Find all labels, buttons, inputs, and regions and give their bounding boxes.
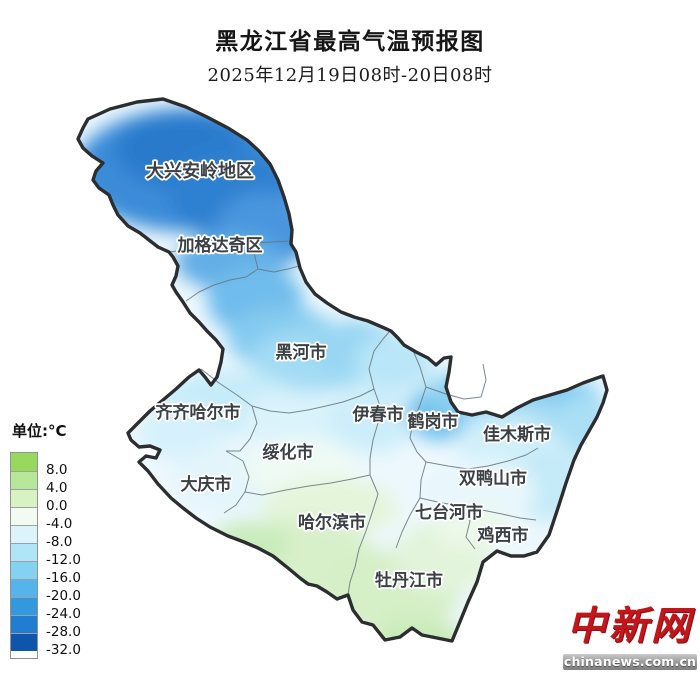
chinanews-logo-text: 中新网 (566, 603, 693, 649)
legend-tick-label: 8.0 (46, 462, 68, 478)
legend-tick-label: -8.0 (46, 534, 73, 550)
temperature-layer (78, 108, 607, 641)
region-label-jiagedaqi: 加格达奇区 (177, 235, 263, 256)
region-label-yichun: 伊春市 (352, 404, 404, 425)
legend-color-swatch (11, 543, 37, 561)
region-label-hegang: 鹤岗市 (408, 411, 459, 432)
region-label-daqing: 大庆市 (181, 474, 232, 495)
region-labels: 大兴安岭地区 加格达奇区 黑河市 齐齐哈尔市 伊春市 鹤岗市 佳木斯市 绥化市 … (144, 158, 553, 593)
region-label-jiamusi: 佳木斯市 (483, 424, 551, 445)
legend-color-swatch (11, 615, 37, 633)
region-label-haerbin: 哈尔滨市 (298, 512, 366, 533)
legend-colorbar (10, 452, 38, 659)
page-subtitle: 2025年12月19日08时-20日08时 (207, 65, 493, 86)
chinanews-logo: 中新网 chinanews.com.cn (563, 599, 697, 670)
legend-tick-label: -32.0 (46, 642, 81, 658)
legend-tick-label: -16.0 (46, 570, 81, 586)
legend-tick-label: -20.0 (46, 588, 81, 604)
region-label-mudanjiang: 牡丹江市 (375, 570, 443, 591)
legend-unit-label: 单位:°C (12, 422, 67, 440)
region-label-qiqihaer: 齐齐哈尔市 (156, 402, 241, 423)
legend-color-swatch (11, 579, 37, 597)
legend-tick-label: 0.0 (46, 498, 68, 514)
legend-color-swatch (11, 507, 37, 525)
legend-color-swatch (11, 471, 37, 489)
legend-color-swatch (11, 525, 37, 543)
legend-tick-label: 4.0 (46, 480, 68, 496)
legend-color-swatch (11, 633, 37, 651)
legend-tick-label: -4.0 (46, 516, 73, 532)
legend-color-swatch (11, 489, 37, 507)
district-borders (168, 240, 539, 596)
page-title: 黑龙江省最高气温预报图 (215, 29, 485, 55)
legend-color-swatch (11, 453, 37, 471)
legend-color-swatch (11, 561, 37, 579)
province-outline (76, 97, 609, 643)
region-label-jixi: 鸡西市 (477, 525, 529, 546)
legend-tick-label: -12.0 (46, 552, 81, 568)
chinanews-logo-url: chinanews.com.cn (563, 654, 697, 670)
temperature-legend: 单位:°C 8.0 4.0 0.0 -4.0 -8.0 -12.0 -16.0 -20.0 -2… (10, 420, 81, 659)
region-label-heihe: 黑河市 (276, 342, 327, 363)
region-label-shuangyashan: 双鸭山市 (459, 468, 527, 489)
legend-body: 8.0 4.0 0.0 -4.0 -8.0 -12.0 -16.0 -20.0 -24.0 -28… (10, 452, 81, 659)
region-label-qitaihe: 七台河市 (415, 502, 483, 523)
region-label-daxinganling: 大兴安岭地区 (146, 160, 254, 182)
region-label-suihua: 绥化市 (263, 442, 314, 463)
legend-tick-label: -28.0 (46, 624, 81, 640)
legend-labels: 8.0 4.0 0.0 -4.0 -8.0 -12.0 -16.0 -20.0 -24.0 -28… (46, 452, 81, 659)
legend-color-swatch (11, 597, 37, 615)
legend-tick-label: -24.0 (46, 606, 81, 622)
